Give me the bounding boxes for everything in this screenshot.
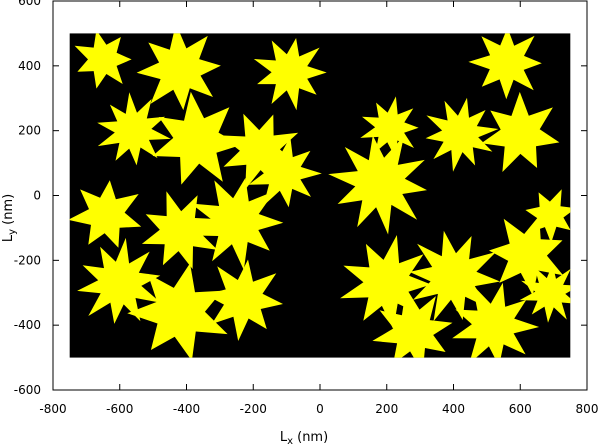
grain-9 — [481, 91, 560, 172]
grain-17 — [127, 263, 228, 358]
grain-layer — [69, 33, 571, 358]
grain-8 — [425, 97, 499, 172]
x-axis-title: Lx (nm) — [280, 430, 328, 445]
grain-7 — [360, 96, 419, 158]
grain-18 — [205, 259, 283, 341]
grain-22 — [372, 294, 453, 358]
y-tick-label: -600 — [14, 383, 41, 397]
y-tick-label: 600 — [18, 0, 41, 8]
grain-6 — [220, 113, 299, 190]
grain-24 — [519, 264, 571, 323]
x-tick-label: 200 — [375, 402, 398, 416]
x-tick-label: -200 — [240, 402, 267, 416]
y-tick-label: 200 — [18, 124, 41, 138]
grain-5 — [152, 91, 241, 185]
grain-12 — [328, 135, 427, 235]
tick-marks: -800 -600 -400 -200 0 200 400 600 800 -600 -400 -20… — [14, 0, 599, 416]
grain-11 — [248, 136, 322, 208]
grain-23 — [452, 282, 540, 358]
x-tick-label: -600 — [106, 402, 133, 416]
x-tick-label: 400 — [442, 402, 465, 416]
x-tick-label: 600 — [509, 402, 532, 416]
grain-25 — [525, 189, 571, 243]
y-tick-label: 400 — [18, 59, 41, 73]
grain-3 — [253, 38, 327, 111]
grain-4 — [97, 92, 171, 166]
x-tick-label: -400 — [173, 402, 200, 416]
y-axis-title: Ly (nm) — [1, 194, 18, 242]
x-tick-label: 800 — [576, 402, 599, 416]
grain-1 — [74, 33, 132, 89]
y-tick-label: -400 — [14, 318, 41, 332]
grain-13 — [69, 180, 142, 248]
heatmap-area — [69, 33, 571, 358]
grain-2 — [136, 33, 221, 111]
grain-14 — [141, 191, 218, 270]
y-tick-label: -200 — [14, 253, 41, 267]
x-tick-label: 0 — [316, 402, 324, 416]
grain-15 — [190, 177, 284, 270]
grain-21 — [489, 215, 564, 296]
x-tick-label: -800 — [39, 402, 66, 416]
grain-10 — [468, 33, 542, 100]
y-tick-label: 0 — [33, 189, 41, 203]
grain-16 — [77, 237, 161, 324]
